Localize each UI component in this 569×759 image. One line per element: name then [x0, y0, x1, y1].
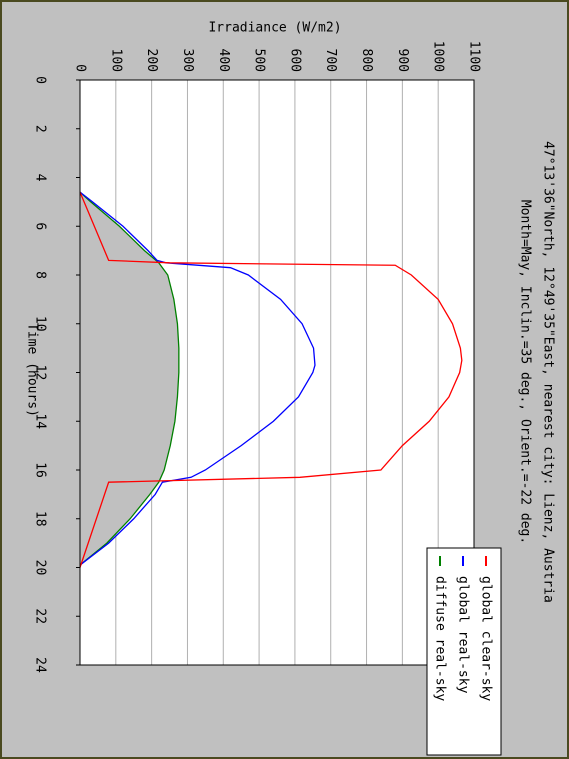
x-tick-label: 2 [33, 125, 48, 133]
legend-label: global clear-sky [479, 576, 494, 701]
diffuse-area [80, 192, 179, 566]
y-tick-label: 900 [395, 49, 410, 72]
y-tick-label: 500 [252, 49, 267, 72]
x-axis-label: Time (hours) [25, 323, 40, 417]
x-tick-label: 12 [33, 365, 48, 381]
x-tick-label: 8 [33, 271, 48, 279]
x-tick-label: 16 [33, 462, 48, 478]
x-tick-label: 0 [33, 76, 48, 84]
series-line [79, 191, 180, 566]
y-tick-label: 300 [180, 49, 195, 72]
series-line [79, 191, 463, 568]
x-tick-label: 24 [33, 657, 48, 673]
x-tick-label: 4 [33, 174, 48, 182]
x-tick-label: 6 [33, 222, 48, 230]
plot-border [79, 79, 475, 666]
chart-subtitle: Month=May, Inclin.=35 deg., Orient.=-22 … [518, 200, 533, 544]
y-tick-label: 700 [323, 49, 338, 72]
y-tick-label: 1100 [467, 41, 482, 72]
series-line [79, 191, 316, 566]
y-tick-label: 400 [216, 49, 231, 72]
y-tick-label: 100 [108, 49, 123, 72]
plot-area [80, 80, 474, 665]
x-tick-label: 22 [33, 608, 48, 624]
x-tick-label: 20 [33, 560, 48, 576]
y-tick-label: 200 [144, 49, 159, 72]
x-tick-label: 14 [33, 413, 48, 429]
chart-title: 47°13'36"North, 12°49'35"East, nearest c… [541, 141, 556, 603]
legend-label: global real-sky [456, 576, 471, 694]
y-tick-label: 600 [287, 49, 302, 72]
legend-label: diffuse real-sky [433, 576, 448, 701]
x-tick-label: 18 [33, 511, 48, 527]
y-tick-label: 1000 [431, 41, 446, 72]
x-tick-label: 10 [33, 316, 48, 332]
y-axis-label: Irradiance (W/m2) [208, 21, 341, 36]
y-tick-label: 800 [359, 49, 374, 72]
legend-box [426, 547, 502, 756]
y-tick-label: 0 [73, 64, 88, 72]
